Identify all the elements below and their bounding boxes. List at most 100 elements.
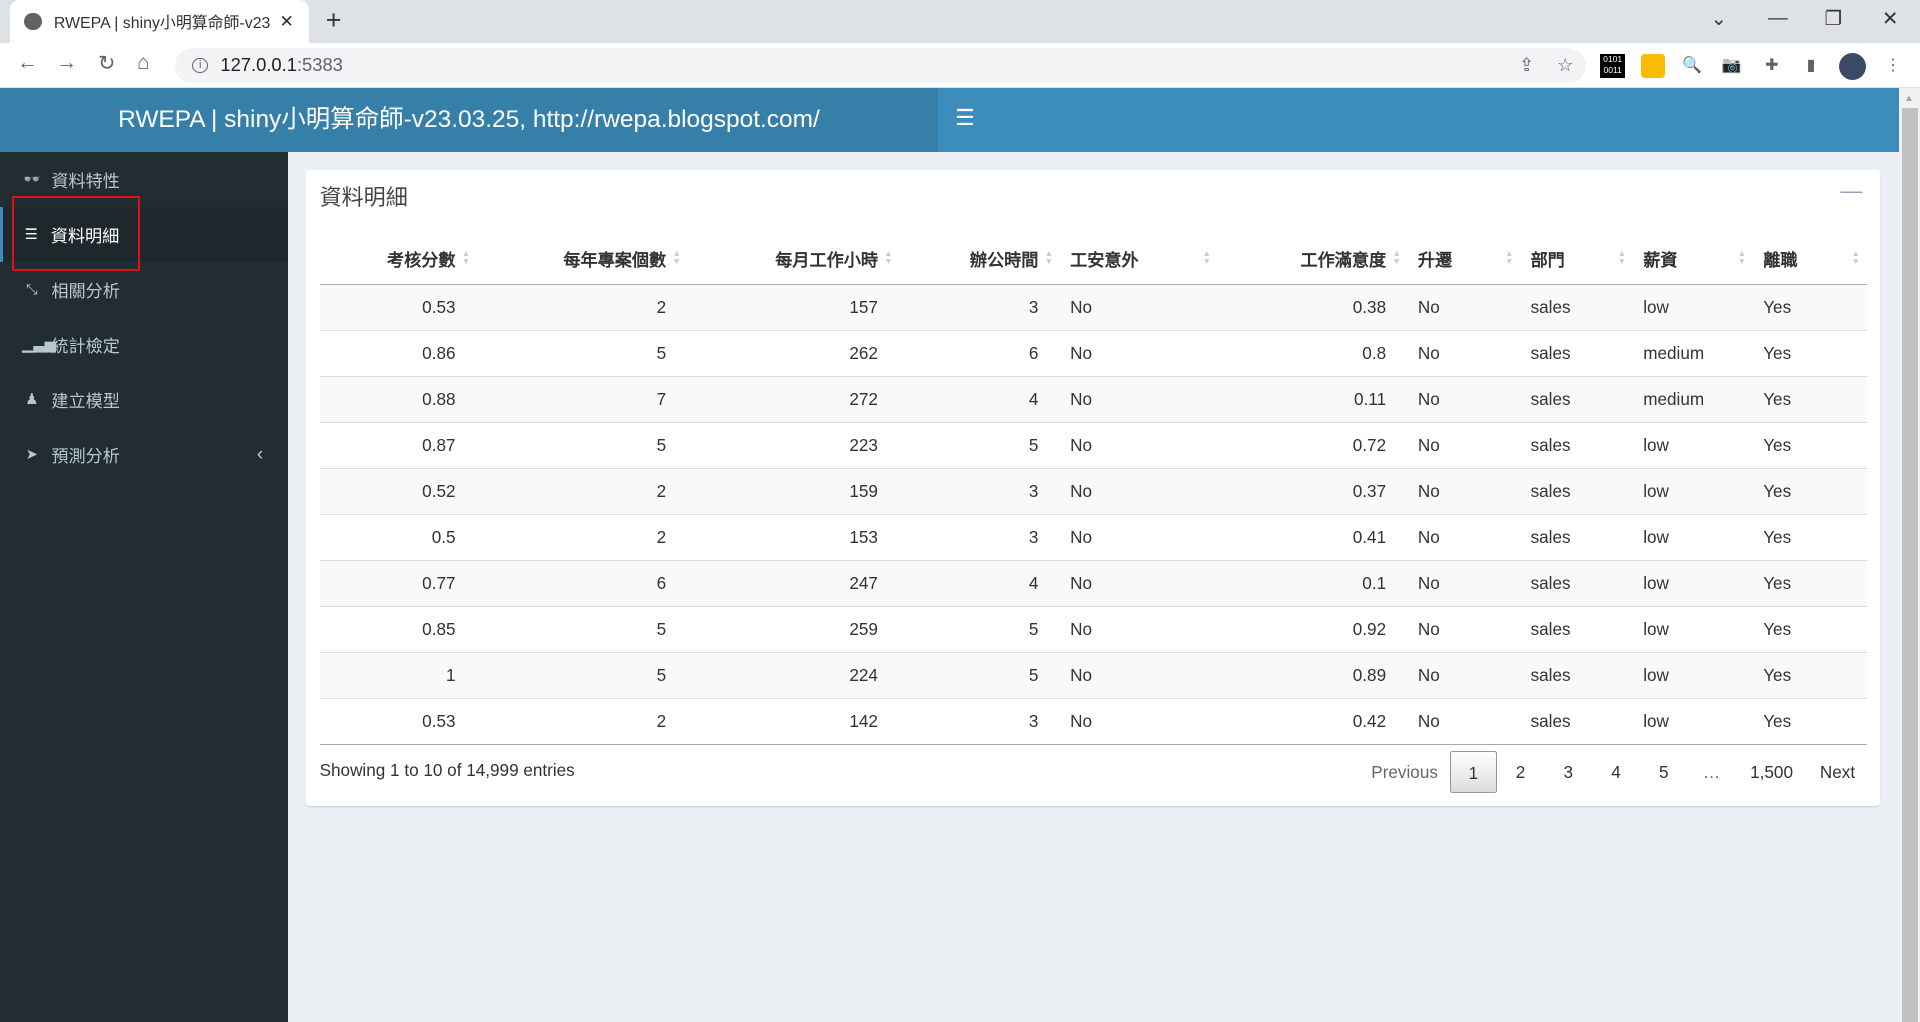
info-icon[interactable]: i: [192, 57, 209, 74]
table-cell: No: [1408, 421, 1521, 469]
column-header[interactable]: 薪資 ▲ ▼: [1633, 232, 1754, 285]
restore-button[interactable]: ❐: [1824, 8, 1843, 31]
table-cell: sales: [1520, 559, 1634, 607]
table-cell: sales: [1520, 467, 1634, 515]
scrollbar-thumb[interactable]: [1901, 107, 1918, 1022]
tab-title: RWEPA | shiny小明算命師-v23.0: [53, 14, 273, 32]
side-panel-icon[interactable]: ▮: [1806, 56, 1816, 74]
column-header[interactable]: 每月工作小時 ▲ ▼: [688, 232, 900, 285]
sidebar-item-data-details[interactable]: ☰ 資料明細: [0, 206, 288, 263]
new-tab-button[interactable]: +: [325, 4, 342, 35]
table-cell: 0.37: [1218, 467, 1409, 515]
column-label: 每年專案個數: [563, 249, 667, 270]
previous-button[interactable]: Previous: [1371, 761, 1438, 782]
url-host: 127.0.0.1: [220, 54, 297, 76]
binary-extension-icon[interactable]: 0101 0011: [1600, 53, 1625, 79]
table-cell: No: [1060, 467, 1219, 515]
table-cell: low: [1633, 513, 1754, 561]
keep-extension-icon[interactable]: [1640, 53, 1666, 79]
table-cell: medium: [1633, 329, 1754, 377]
home-icon[interactable]: ⌂: [137, 51, 150, 75]
column-header[interactable]: 工安意外 ▲ ▼: [1060, 232, 1219, 285]
address-bar[interactable]: i 127.0.0.1:5383 ⇪ ☆: [175, 47, 1586, 84]
table-cell: 0.11: [1218, 375, 1409, 423]
table-cell: 5: [899, 421, 1061, 469]
sidebar-item-correlation[interactable]: ⤡ 相關分析: [0, 262, 288, 317]
menu-kebab-icon[interactable]: ⋮: [1885, 56, 1902, 74]
app-title: RWEPA | shiny小明算命師-v23.03.25, http://rwe…: [0, 88, 938, 152]
table-cell: low: [1633, 651, 1754, 699]
bar-chart-icon: ▁▃▅: [22, 337, 56, 354]
close-tab-icon[interactable]: ✕: [279, 10, 294, 31]
tab-search-icon[interactable]: ⌄: [1710, 8, 1728, 31]
column-header[interactable]: 考核分數 ▲ ▼: [319, 232, 478, 285]
column-header[interactable]: 部門 ▲ ▼: [1520, 232, 1634, 285]
column-header[interactable]: 每年專案個數 ▲ ▼: [477, 232, 689, 285]
table-row: 0.87 5 223 5 No 0.72 No sales low Yes: [319, 421, 1868, 469]
table-cell: 0.42: [1218, 697, 1409, 745]
page-button[interactable]: 1,500: [1750, 761, 1793, 782]
sort-icon: ▲ ▼: [1392, 247, 1401, 267]
table-cell: 0.77: [319, 559, 478, 607]
table-cell: 5: [477, 329, 689, 377]
scroll-up-icon[interactable]: ▲: [1904, 93, 1914, 105]
table-cell: low: [1633, 421, 1754, 469]
table-cell: sales: [1520, 651, 1634, 699]
table-cell: 247: [688, 559, 900, 607]
browser-tab[interactable]: RWEPA | shiny小明算命師-v23.0 ✕: [9, 0, 309, 43]
page-button[interactable]: 4: [1611, 761, 1621, 782]
table-row: 1 5 224 5 No 0.89 No sales low Yes: [319, 651, 1868, 699]
page-button[interactable]: 2: [1515, 761, 1526, 782]
sidebar-item-statistical-test[interactable]: ▁▃▅ 統計檢定: [0, 317, 288, 372]
column-header[interactable]: 工作滿意度 ▲ ▼: [1218, 232, 1409, 285]
table-cell: 0.5: [319, 513, 478, 561]
close-window-button[interactable]: ✕: [1882, 8, 1899, 31]
pagination: Previous 1 2 3 4 5 … 1,500 Next: [1359, 750, 1862, 794]
column-header[interactable]: 升遷 ▲ ▼: [1408, 232, 1521, 285]
table-cell: No: [1060, 605, 1219, 653]
sort-icon: ▲ ▼: [1504, 247, 1514, 267]
next-button[interactable]: Next: [1819, 761, 1856, 782]
sort-icon: ▲ ▼: [1044, 247, 1054, 267]
table-cell: low: [1633, 559, 1754, 607]
table-cell: Yes: [1753, 697, 1868, 745]
minimize-button[interactable]: —: [1768, 7, 1788, 30]
collapse-button[interactable]: —: [1840, 177, 1863, 203]
puzzle-extensions-icon[interactable]: ✚: [1765, 56, 1779, 74]
share-icon[interactable]: ⇪: [1518, 54, 1535, 76]
table-cell: 7: [477, 375, 689, 423]
camera-extension-icon[interactable]: 📷: [1721, 56, 1742, 74]
table-cell: 2: [477, 467, 689, 515]
table-cell: 0.1: [1218, 559, 1409, 607]
table-cell: 3: [899, 697, 1061, 745]
magnifier-extension-icon[interactable]: 🔍: [1682, 56, 1703, 74]
table-cell: 262: [688, 329, 900, 377]
table-cell: 2: [477, 697, 689, 745]
sidebar-item-prediction[interactable]: ➤ 預測分析 ‹: [0, 427, 288, 482]
table-cell: 223: [688, 421, 900, 469]
table-cell: sales: [1520, 697, 1634, 745]
url-port: :5383: [296, 54, 343, 76]
reload-icon[interactable]: ↻: [97, 52, 116, 76]
sidebar-item-data-characteristics[interactable]: 👓 資料特性: [0, 152, 288, 207]
sort-icon: ▲ ▼: [1617, 247, 1627, 267]
table-cell: No: [1060, 651, 1219, 699]
page-button[interactable]: 5: [1659, 761, 1669, 782]
page-button[interactable]: 3: [1563, 761, 1574, 782]
table-cell: sales: [1520, 421, 1634, 469]
profile-avatar[interactable]: [1839, 52, 1867, 80]
column-header[interactable]: 離職 ▲ ▼: [1753, 232, 1868, 285]
scrollbar[interactable]: ▲: [1899, 88, 1920, 1022]
data-details-box: 資料明細 — 考核分數 ▲ ▼ 每年專案個數 ▲ ▼ 每月工作小時 ▲ ▼ 辦公時間 ▲ ▼ 工安意外 ▲…: [306, 170, 1880, 806]
star-icon[interactable]: ☆: [1557, 54, 1574, 76]
back-icon[interactable]: ←: [17, 51, 38, 75]
column-header[interactable]: 辦公時間 ▲ ▼: [899, 232, 1061, 285]
sidebar-toggle-icon[interactable]: ☰: [955, 105, 975, 131]
forward-icon[interactable]: →: [56, 51, 78, 75]
table-row: 0.53 2 142 3 No 0.42 No sales low Yes: [319, 697, 1868, 745]
table-cell: 0.85: [319, 605, 478, 653]
table-cell: medium: [1633, 375, 1754, 423]
sidebar-item-build-model[interactable]: ♟ 建立模型: [0, 372, 288, 427]
page-button[interactable]: 1: [1450, 750, 1497, 794]
table-cell: No: [1408, 651, 1521, 699]
